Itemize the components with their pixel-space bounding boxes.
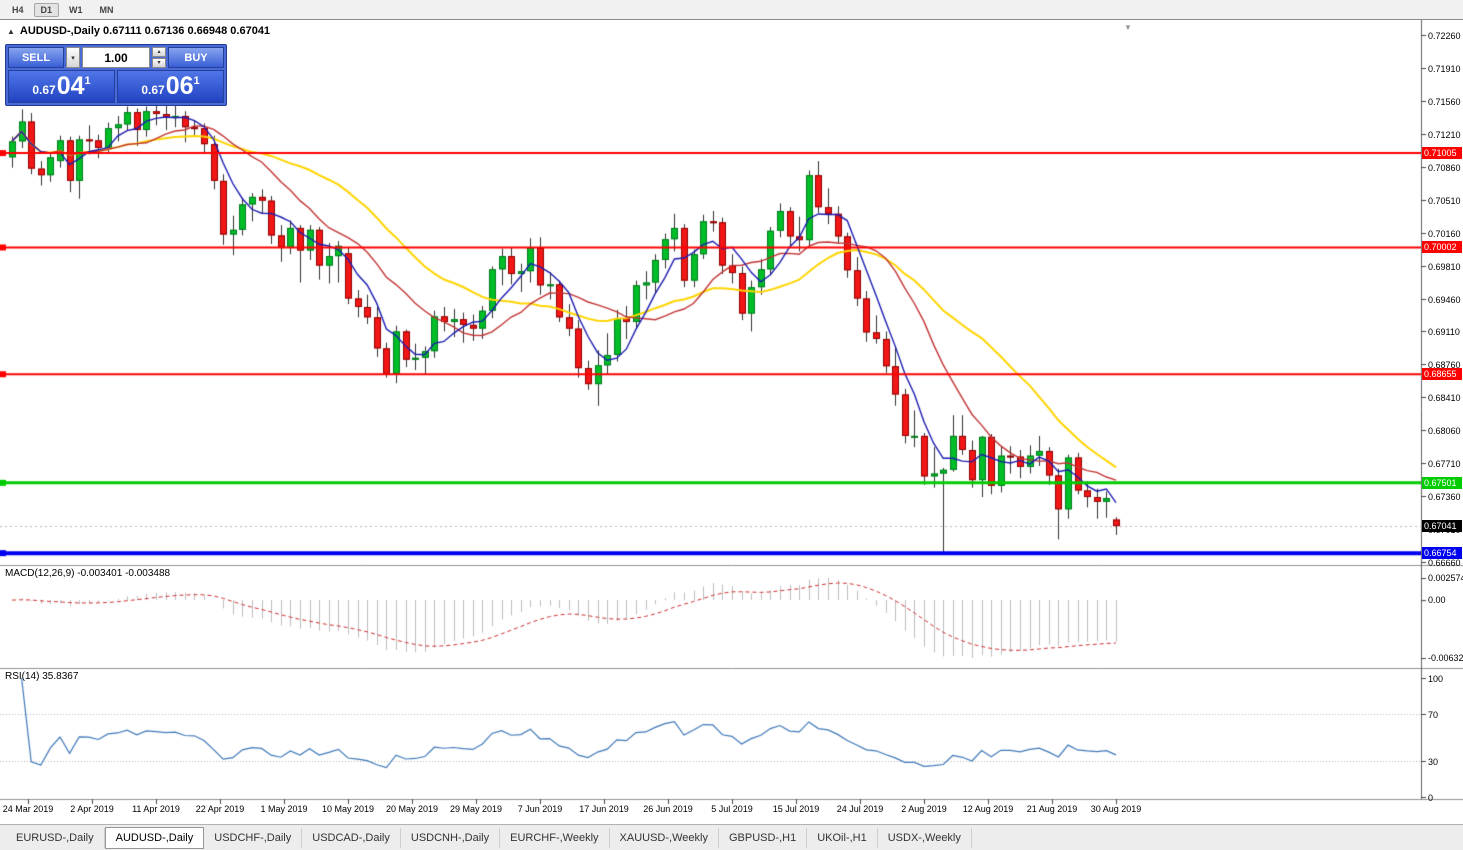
chart-workspace: ▲ AUDUSD-,Daily 0.67111 0.67136 0.66948 … [0,20,1463,824]
price-chart-canvas[interactable] [0,20,1463,824]
chart-tab[interactable]: AUDUSD-,Daily [104,826,205,849]
chart-tab[interactable]: XAUUSD-,Weekly [610,827,719,848]
buy-price-prefix: 0.67 [141,83,165,97]
volume-input[interactable] [82,47,150,68]
chart-title-text: AUDUSD-,Daily 0.67111 0.67136 0.66948 0.… [19,25,271,37]
macd-header: MACD(12,26,9) -0.003401 -0.003488 [5,568,171,579]
chart-tab[interactable]: USDCHF-,Daily [204,827,303,848]
period-toolbar: H4 D1 W1 MN [0,0,1463,20]
rsi-header: RSI(14) 35.8367 [5,671,79,682]
buy-price-pips: 06 [165,72,194,100]
chart-tab[interactable]: USDCAD-,Daily [302,827,401,848]
volume-down-button[interactable]: ▾ [152,58,166,68]
timeframe-h4-button[interactable]: H4 [5,3,31,17]
sell-price-display[interactable]: 0.67 04 1 [8,70,115,103]
buy-price-point: 1 [193,75,200,87]
chart-title: ▲ AUDUSD-,Daily 0.67111 0.67136 0.66948 … [7,25,270,37]
timeframe-mn-button[interactable]: MN [93,3,121,17]
chart-shift-marker[interactable]: ▼ [1124,23,1132,32]
sell-button[interactable]: SELL [8,47,64,68]
oneclick-collapse-icon[interactable]: ▲ [7,26,15,36]
sell-price-prefix: 0.67 [32,83,56,97]
volume-up-button[interactable]: ▴ [152,47,166,57]
chart-tab[interactable]: USDX-,Weekly [878,827,972,848]
chart-tabs-bar: EURUSD-,Daily AUDUSD-,Daily USDCHF-,Daily U… [0,824,1463,850]
volume-dropdown-button[interactable]: ▾ [66,47,80,68]
sell-price-point: 1 [84,75,91,87]
timeframe-d1-button[interactable]: D1 [33,2,60,17]
chart-tab[interactable]: UKOil-,H1 [807,827,878,848]
chart-tab[interactable]: GBPUSD-,H1 [719,827,808,848]
chart-tab[interactable]: EURCHF-,Weekly [500,827,610,848]
timeframe-w1-button[interactable]: W1 [62,3,90,17]
chart-tab[interactable]: EURUSD-,Daily [6,827,105,848]
chart-tab[interactable]: USDCNH-,Daily [401,827,501,848]
buy-button[interactable]: BUY [168,47,224,68]
sell-price-pips: 04 [56,72,85,100]
volume-spinner: ▴ ▾ [152,47,166,68]
buy-price-display[interactable]: 0.67 06 1 [117,70,224,103]
